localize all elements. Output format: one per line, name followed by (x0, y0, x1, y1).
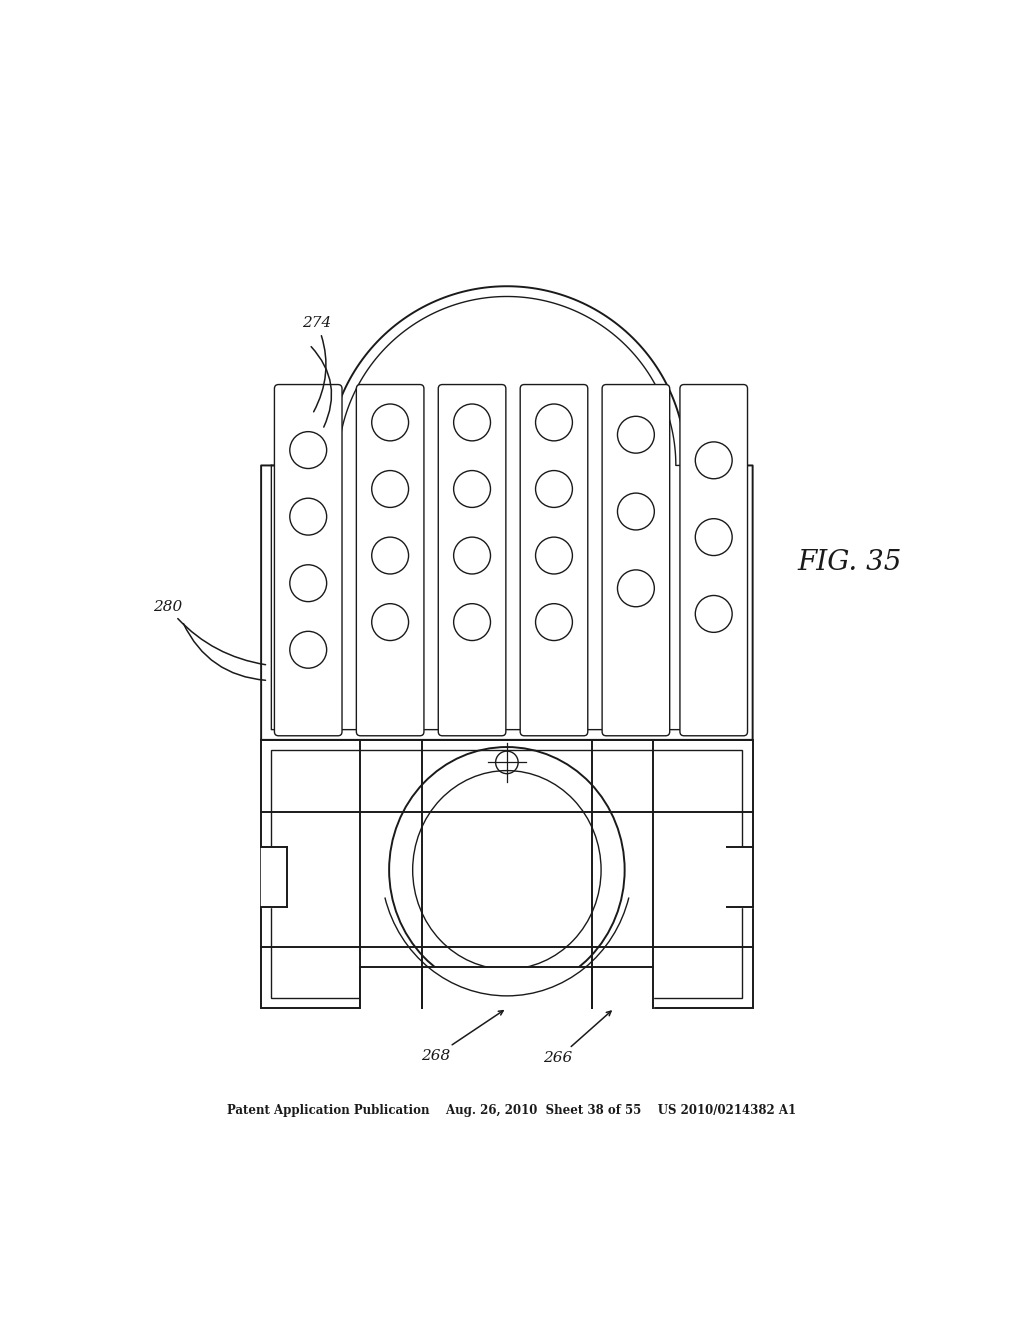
Polygon shape (422, 968, 592, 1008)
Bar (271, 750, 742, 998)
FancyBboxPatch shape (602, 384, 670, 735)
Polygon shape (261, 286, 753, 741)
FancyBboxPatch shape (356, 384, 424, 735)
Text: 274: 274 (302, 317, 332, 412)
Polygon shape (727, 847, 753, 907)
FancyBboxPatch shape (438, 384, 506, 735)
FancyBboxPatch shape (680, 384, 748, 735)
Text: FIG. 35: FIG. 35 (798, 549, 902, 577)
FancyBboxPatch shape (520, 384, 588, 735)
Text: 268: 268 (421, 1011, 503, 1063)
Text: 266: 266 (544, 1011, 611, 1065)
Polygon shape (592, 968, 653, 1008)
Text: Patent Application Publication    Aug. 26, 2010  Sheet 38 of 55    US 2010/02143: Patent Application Publication Aug. 26, … (227, 1104, 797, 1117)
Polygon shape (261, 847, 287, 907)
Polygon shape (360, 968, 422, 1008)
FancyBboxPatch shape (274, 384, 342, 735)
Text: 280: 280 (153, 599, 265, 665)
Bar (261, 741, 753, 1008)
